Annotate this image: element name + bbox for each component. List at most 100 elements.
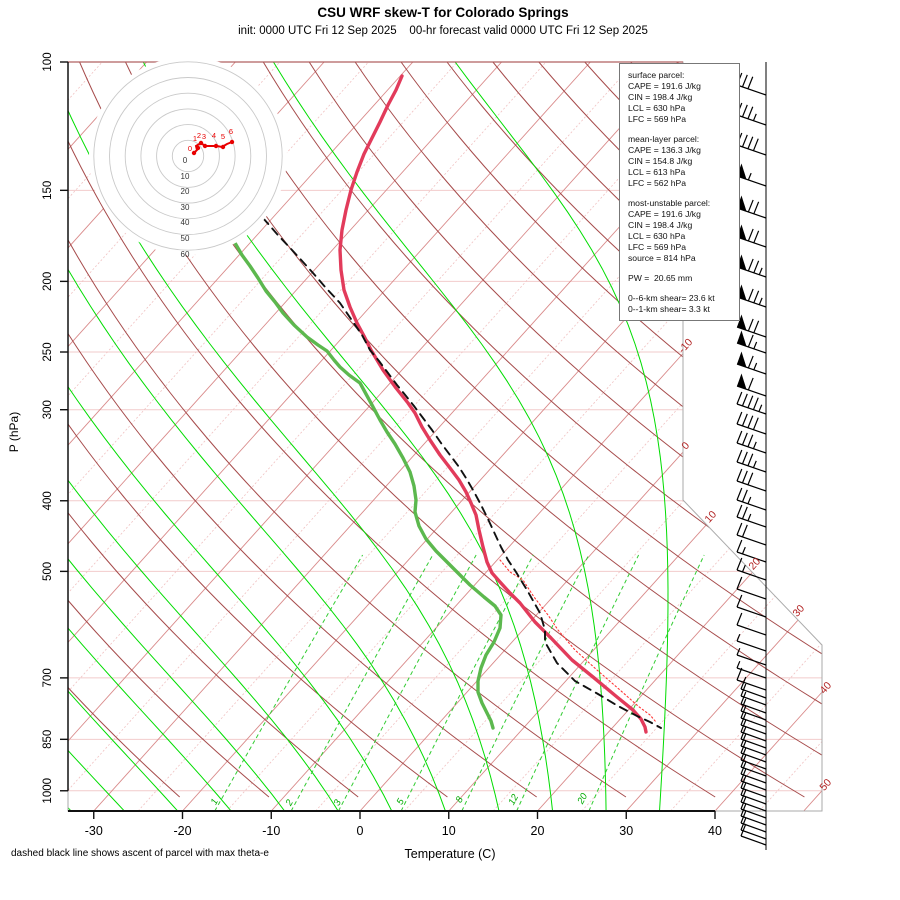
wind-barb [736,660,767,679]
wind-barb [736,373,767,397]
y-tick-label: 150 [42,181,54,200]
y-tick-label: 300 [42,400,54,419]
hodograph-level-label: 1 [193,134,197,143]
wind-barb [736,351,767,375]
hodograph-ring-label: 0 [183,156,188,165]
x-tick-label: -30 [85,824,103,838]
hodograph-ring-label: 30 [181,203,190,212]
wind-barb [740,817,767,840]
wind-barb [736,522,767,546]
y-tick-label: 200 [42,272,54,291]
wind-barb [736,647,767,666]
wind-barb [736,504,767,528]
sounding-profiles [233,74,662,734]
mixing-ratio-label: 20 [575,791,590,807]
wind-barb [736,576,767,600]
wind-barb [736,284,767,308]
shear-stat: 0--6-km shear= 23.6 kt [628,293,715,303]
x-tick-label: 0 [357,824,364,838]
wind-barb [736,594,767,618]
mixing-ratio-label: 2 [283,797,296,808]
wind-barb [740,796,767,819]
wind-barb [740,782,767,805]
wind-barb [740,768,767,791]
x-axis: -30 -20 -10 0 10 20 30 40 [68,810,722,838]
mixing-ratio-label: 8 [454,794,467,804]
wind-barb [740,740,767,763]
parcel-section-title: surface parcel: [628,70,685,80]
mixing-ratio-label: 1 [209,797,221,807]
dewpoint-curve [233,241,503,730]
wind-barb [736,314,767,338]
parcel-stat: LCL = 630 hPa [628,231,686,241]
wind-barb [736,539,767,563]
mixing-ratio-label: 5 [395,796,408,806]
wind-barb [740,803,767,826]
chart-title: CSU WRF skew-T for Colorado Springs [317,5,569,20]
hodograph-ring-label: 20 [181,187,190,196]
wind-barb [736,468,767,492]
y-tick-label: 700 [42,668,54,687]
wind-barb [736,132,767,156]
wind-barb [736,72,767,96]
wind-barb [736,557,767,581]
wind-barb [736,411,767,435]
parcel-stat: CIN = 198.4 J/kg [628,220,693,230]
mixing-ratio-label: 3 [332,797,345,807]
wind-barb [740,761,767,784]
parcel-stat: source = 814 hPa [628,253,696,263]
x-tick-label: -10 [262,824,280,838]
parcel-section-2: most-unstable parcel: CAPE = 191.6 J/kg CI… [628,198,734,264]
parcel-section-title: most-unstable parcel: [628,198,711,208]
y-tick-label: 850 [42,730,54,749]
wind-barb [736,391,767,415]
wind-barb [736,633,767,652]
mixing-ratio-lines [214,554,705,811]
parcel-info-box: surface parcel: CAPE = 191.6 J/kg CIN = 19… [619,63,740,321]
y-tick-label: 1000 [42,778,54,804]
wind-barb [736,254,767,278]
y-tick-label: 250 [42,342,54,361]
wind-barb [740,789,767,812]
isotherm-label: 20 [746,556,763,573]
wind-barb [740,676,767,699]
x-tick-label: 40 [708,824,722,838]
x-tick-label: 20 [531,824,545,838]
virtual-temperature-curve [499,559,657,723]
hodograph-level-label: 0 [188,144,192,153]
wind-barb [736,330,767,354]
hodograph-level-label: 3 [202,132,206,141]
wind-barb [736,195,767,219]
parcel-stat: LFC = 562 hPa [628,178,687,188]
y-tick-label: 400 [42,491,54,510]
wind-barb [736,163,767,187]
x-tick-label: 10 [442,824,456,838]
parcel-stat: LFC = 569 hPa [628,114,687,124]
wind-barb [736,224,767,248]
hodograph-ring-label: 60 [181,250,190,259]
wind-barb [736,612,767,636]
hodograph-level-label: 6 [229,127,233,136]
wind-barb [740,775,767,798]
hodograph-level-label: 5 [221,132,225,141]
precipitable-water: PW = 20.65 mm [628,273,693,283]
hodograph-level-label: 2 [197,131,201,140]
parcel-stat: CIN = 198.4 J/kg [628,92,693,102]
wind-barb [740,712,767,735]
parcel-stat: LCL = 613 hPa [628,167,686,177]
wind-barb [740,683,767,706]
isotherm-label: 30 [790,603,807,620]
wind-barb [736,487,767,511]
wind-barb [736,430,767,454]
wind-barb [740,747,767,770]
parcel-stat: LFC = 569 hPa [628,242,687,252]
hodograph-ring-label: 40 [181,218,190,227]
parcel-stat: CAPE = 191.6 J/kg [628,81,701,91]
y-tick-label: 100 [42,52,54,71]
parcel-stat: CAPE = 191.6 J/kg [628,209,701,219]
x-tick-label: -20 [173,824,191,838]
y-axis: 100 150 200 250 300 400 500 700 850 1000 [42,52,69,804]
wind-barb [736,667,767,691]
